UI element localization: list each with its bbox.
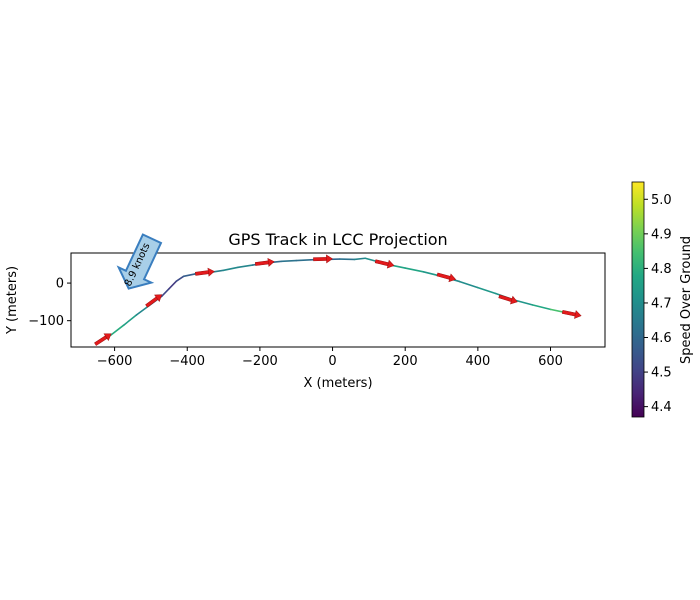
y-axis-label: Y (meters) [5, 266, 20, 335]
track-segment [168, 280, 178, 290]
heading-arrow [145, 294, 163, 308]
colorbar-tick-label: 4.4 [651, 400, 672, 415]
track-segment [364, 257, 377, 263]
colorbar-label: Speed Over Ground [679, 236, 694, 364]
annotation-arrow [116, 233, 163, 290]
x-tick-label: −200 [242, 354, 278, 369]
track-segment [222, 266, 239, 272]
track-segment [404, 267, 425, 273]
heading-arrow [254, 257, 275, 267]
track-segment [477, 286, 497, 295]
colorbar-tick-label: 4.6 [651, 331, 672, 346]
track-segment [175, 275, 185, 283]
colorbar-tick-label: 4.9 [651, 227, 672, 242]
track-segment [458, 280, 479, 289]
track-segment [353, 257, 367, 261]
track-segment [182, 273, 196, 278]
heading-arrow [498, 294, 518, 305]
track-segment [122, 314, 138, 326]
y-tick-label: 0 [56, 277, 64, 292]
heading-arrow [436, 272, 457, 283]
heading-arrow [313, 254, 333, 264]
x-tick-label: 200 [393, 354, 418, 369]
colorbar-tick-label: 4.7 [651, 296, 672, 311]
heading-arrow [561, 310, 582, 319]
x-tick-label: −400 [169, 354, 205, 369]
x-tick-label: 0 [328, 354, 336, 369]
track-segment [280, 259, 298, 263]
colorbar-tick-label: 5.0 [651, 193, 672, 208]
colorbar [631, 181, 645, 418]
x-tick-label: 600 [538, 354, 563, 369]
heading-arrow [374, 259, 395, 269]
track-segment [110, 324, 125, 336]
plot-frame [70, 252, 606, 348]
heading-arrow [94, 333, 112, 346]
x-tick-label: −600 [97, 354, 133, 369]
colorbar-tick-label: 4.5 [651, 366, 672, 381]
y-tick-label: −100 [28, 314, 64, 329]
x-tick-label: 400 [465, 354, 490, 369]
colorbar-tick-label: 4.8 [651, 262, 672, 277]
track-segment [161, 287, 170, 298]
heading-arrow [195, 267, 215, 277]
track-segment [135, 304, 150, 316]
track-segment [295, 258, 312, 262]
chart-title: GPS Track in LCC Projection [228, 230, 447, 249]
x-axis-label: X (meters) [303, 376, 372, 391]
track-segment [513, 299, 534, 306]
track-segment [237, 264, 254, 269]
speed-annotation: 8.9 knots [116, 233, 163, 290]
track-segment [531, 304, 552, 311]
